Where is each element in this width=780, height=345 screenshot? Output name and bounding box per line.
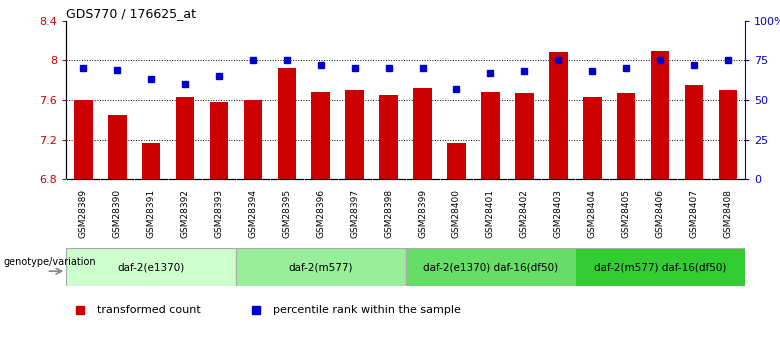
Bar: [549, 52, 568, 179]
Bar: [74, 100, 93, 179]
Bar: [66, 248, 236, 286]
Bar: [515, 93, 534, 179]
Text: GSM28401: GSM28401: [486, 189, 495, 238]
Bar: [447, 143, 466, 179]
Text: GSM28394: GSM28394: [248, 189, 257, 238]
Bar: [718, 90, 737, 179]
Text: GSM28406: GSM28406: [655, 189, 665, 238]
Text: daf-2(e1370): daf-2(e1370): [118, 263, 185, 272]
Text: daf-2(m577): daf-2(m577): [289, 263, 353, 272]
Bar: [243, 100, 262, 179]
Bar: [481, 92, 500, 179]
Bar: [576, 248, 745, 286]
Text: GSM28389: GSM28389: [79, 189, 88, 238]
Text: GSM28400: GSM28400: [452, 189, 461, 238]
Bar: [583, 97, 601, 179]
Text: GSM28396: GSM28396: [316, 189, 325, 238]
Text: GSM28392: GSM28392: [180, 189, 190, 238]
Text: GSM28405: GSM28405: [622, 189, 631, 238]
Bar: [236, 248, 406, 286]
Bar: [278, 68, 296, 179]
Bar: [311, 92, 330, 179]
Bar: [210, 102, 229, 179]
Bar: [651, 51, 669, 179]
Bar: [142, 143, 161, 179]
Bar: [346, 90, 364, 179]
Text: GSM28397: GSM28397: [350, 189, 360, 238]
Bar: [176, 97, 194, 179]
Text: percentile rank within the sample: percentile rank within the sample: [273, 305, 461, 315]
Text: GSM28399: GSM28399: [418, 189, 427, 238]
Text: GSM28404: GSM28404: [587, 189, 597, 238]
Text: GSM28391: GSM28391: [147, 189, 156, 238]
Bar: [379, 95, 398, 179]
Text: GSM28395: GSM28395: [282, 189, 292, 238]
Text: daf-2(e1370) daf-16(df50): daf-2(e1370) daf-16(df50): [423, 263, 558, 272]
Bar: [406, 248, 576, 286]
Text: GSM28393: GSM28393: [215, 189, 224, 238]
Bar: [108, 115, 126, 179]
Text: daf-2(m577) daf-16(df50): daf-2(m577) daf-16(df50): [594, 263, 726, 272]
Text: GSM28398: GSM28398: [384, 189, 393, 238]
Text: GSM28390: GSM28390: [112, 189, 122, 238]
Text: GSM28407: GSM28407: [690, 189, 699, 238]
Text: GSM28408: GSM28408: [723, 189, 732, 238]
Text: GDS770 / 176625_at: GDS770 / 176625_at: [66, 7, 197, 20]
Bar: [685, 85, 704, 179]
Bar: [617, 93, 636, 179]
Text: GSM28402: GSM28402: [519, 189, 529, 238]
Bar: [413, 88, 432, 179]
Text: transformed count: transformed count: [97, 305, 200, 315]
Text: GSM28403: GSM28403: [554, 189, 563, 238]
Text: genotype/variation: genotype/variation: [3, 257, 96, 267]
